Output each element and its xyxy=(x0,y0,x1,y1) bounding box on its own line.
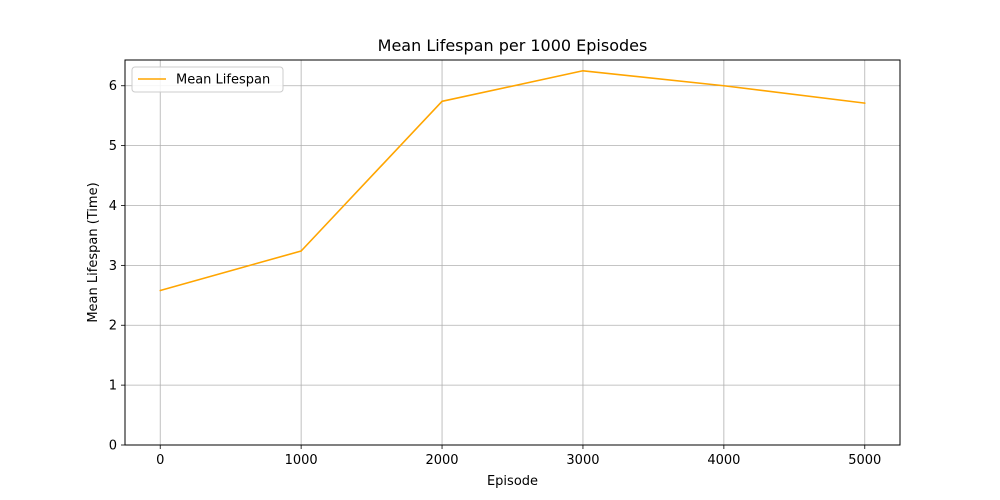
legend-box xyxy=(131,66,284,93)
tick-layer: 0 1000 2000 3000 4000 5000 0 1 2 3 4 5 6 xyxy=(109,79,882,468)
x-tick-label: 4000 xyxy=(707,453,740,468)
y-tick-label: 1 xyxy=(109,379,117,394)
y-tick-label: 0 xyxy=(109,439,117,454)
data-point xyxy=(723,84,725,87)
x-tick-label: 5000 xyxy=(848,453,881,468)
y-tick-label: 3 xyxy=(109,259,117,274)
x-axis-label: Episode xyxy=(487,474,538,489)
y-axis-label: Mean Lifespan (Time) xyxy=(86,182,101,322)
y-tick-label: 5 xyxy=(109,139,117,154)
data-point xyxy=(863,102,866,104)
legend: Mean Lifespan xyxy=(131,66,284,93)
series-layer xyxy=(159,69,866,292)
data-point xyxy=(159,289,162,292)
x-tick-label: 3000 xyxy=(566,453,599,468)
legend-label-mean-lifespan: Mean Lifespan xyxy=(176,73,270,88)
y-tick-label: 4 xyxy=(109,199,117,214)
data-point xyxy=(582,69,584,72)
series-line-mean-lifespan xyxy=(160,69,865,292)
x-tick-label: 1000 xyxy=(285,453,318,468)
x-tick-label: 0 xyxy=(156,453,164,468)
data-point xyxy=(441,100,443,103)
data-point xyxy=(300,250,302,252)
plot-area-frame xyxy=(124,59,901,446)
y-tick-label: 2 xyxy=(109,319,117,334)
x-tick-label: 2000 xyxy=(425,453,458,468)
chart-title: Mean Lifespan per 1000 Episodes xyxy=(378,36,648,55)
y-tick-label: 6 xyxy=(109,79,117,94)
